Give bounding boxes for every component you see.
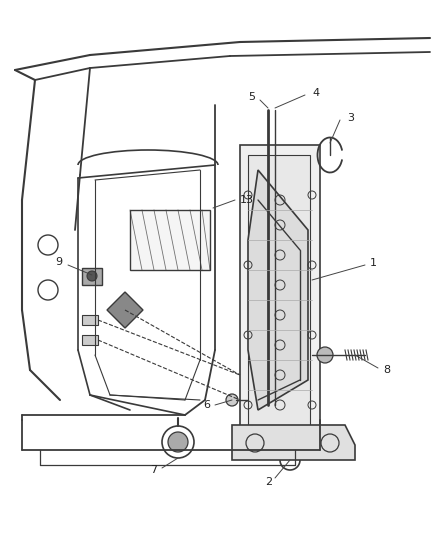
Polygon shape [82,335,98,345]
Circle shape [226,394,238,406]
Text: 3: 3 [347,113,354,123]
Text: 4: 4 [312,88,319,98]
Text: 6: 6 [203,400,210,410]
Text: 1: 1 [370,258,377,268]
Polygon shape [248,155,310,435]
Circle shape [168,432,188,452]
Polygon shape [232,425,355,460]
Polygon shape [240,145,320,445]
Text: 13: 13 [240,195,254,205]
Polygon shape [107,292,143,328]
Text: 9: 9 [55,257,62,267]
Circle shape [87,271,97,281]
Polygon shape [82,268,102,285]
Text: 7: 7 [150,465,157,475]
Text: 2: 2 [265,477,272,487]
Circle shape [317,347,333,363]
Polygon shape [130,210,210,270]
Text: 5: 5 [248,92,255,102]
Polygon shape [82,315,98,325]
Polygon shape [248,170,308,410]
Text: 8: 8 [383,365,390,375]
